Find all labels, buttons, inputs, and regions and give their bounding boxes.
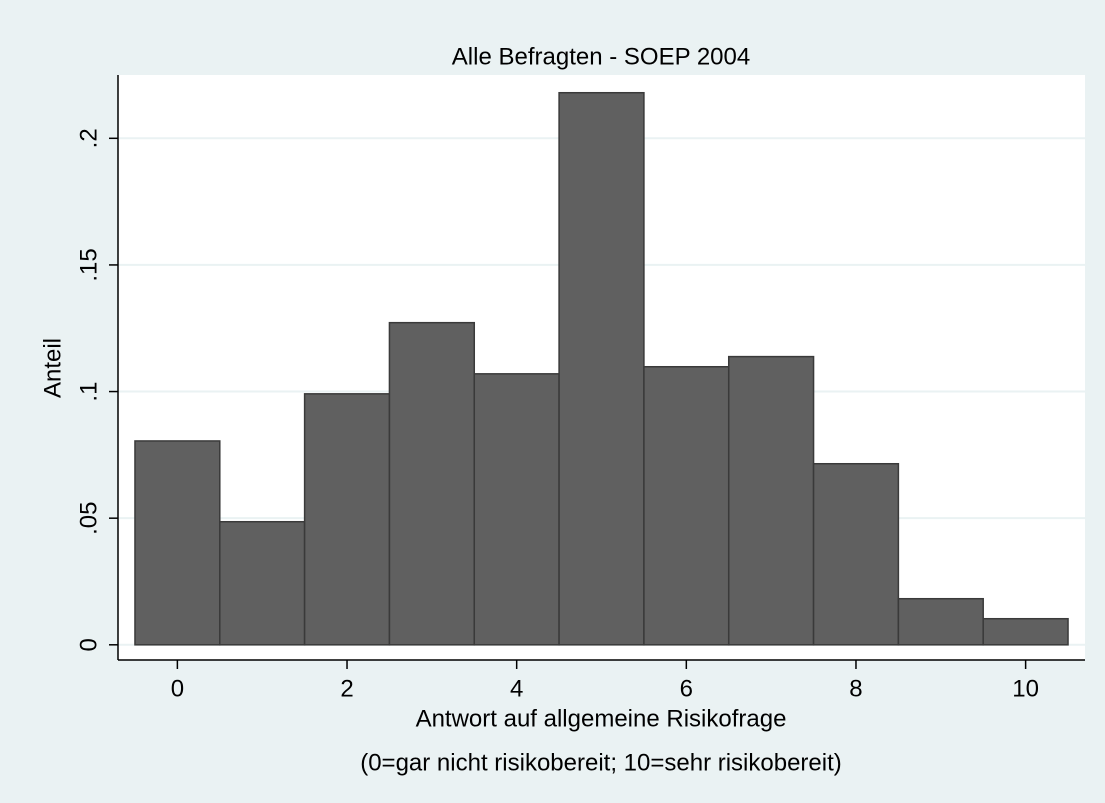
x-tick-label: 8: [849, 675, 862, 702]
bar: [897, 597, 984, 646]
y-tick-label: .15: [75, 248, 102, 281]
bar: [982, 617, 1069, 646]
y-tick-label: .2: [75, 128, 102, 148]
bar: [812, 462, 900, 646]
bar: [643, 365, 730, 646]
bar: [558, 91, 645, 646]
y-tick-label: 0: [75, 638, 102, 651]
x-axis-label: Antwort auf allgemeine Risikofrage: [416, 705, 787, 732]
x-tick-label: 2: [340, 675, 353, 702]
bar: [473, 373, 560, 646]
y-tick-label: .1: [75, 382, 102, 402]
x-tick-label: 4: [510, 675, 523, 702]
chart-title: Alle Befragten - SOEP 2004: [452, 43, 750, 70]
bar: [134, 440, 221, 646]
x-tick-label: 0: [171, 675, 184, 702]
x-tick-label: 6: [680, 675, 693, 702]
y-axis-label: Anteil: [39, 338, 66, 398]
bar: [388, 321, 476, 646]
bar: [727, 355, 815, 646]
y-tick-label: .05: [75, 501, 102, 534]
x-tick-label: 10: [1012, 675, 1039, 702]
x-axis-label: (0=gar nicht risikobereit; 10=sehr risik…: [360, 749, 842, 776]
bar: [219, 520, 306, 646]
bar: [303, 393, 391, 646]
